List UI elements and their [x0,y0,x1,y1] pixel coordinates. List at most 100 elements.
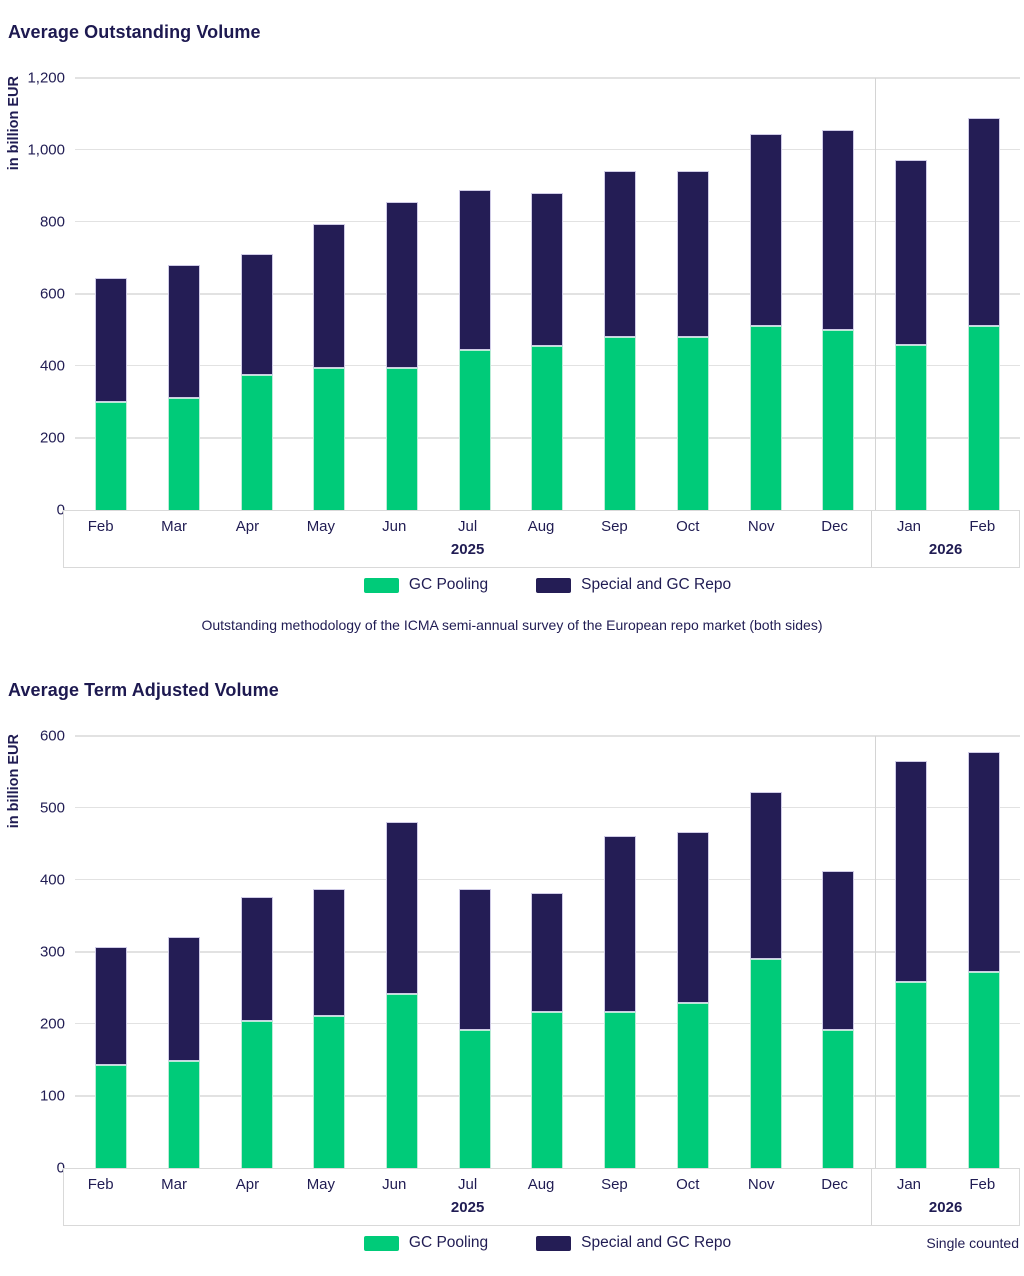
stacked-bar [749,78,782,510]
x-tick-label: Jul [458,517,478,535]
legend-label: GC Pooling [408,1234,489,1251]
stacked-bar [95,736,128,1168]
stacked-bar [386,736,419,1168]
month-row: Jan Feb [872,1169,1019,1199]
bar-segment-gc-pooling [531,1012,564,1168]
bar-segment-gc-pooling [749,959,782,1168]
bar-segment-gc-pooling [458,349,491,510]
bar-segment-special-and-gc-repo [531,193,564,346]
legend-item-special-and-gc-repo: Special and GC Repo [536,1234,731,1252]
bar-segment-gc-pooling [894,981,927,1168]
gridline [75,806,1020,809]
bar-segment-special-and-gc-repo [967,118,1000,327]
month-row: Feb Mar Apr May Jun Jul Aug Sep Oct Nov Dec [64,1169,871,1199]
bar-column-jan-11 [875,736,948,1168]
bar-column-apr-2 [220,736,293,1168]
x-tick-label: Jun [382,517,407,535]
x-tick-label: Apr [235,1175,260,1193]
y-tick-label: 300 [39,943,65,961]
bar-segment-gc-pooling [386,367,419,510]
legend-swatch [363,577,399,593]
y-axis-ticks: 600 500 400 300 200 100 0 [0,728,65,1177]
legend-swatch [536,1235,572,1251]
year-separator-line [874,736,876,1168]
bar-column-jun-4 [366,736,439,1168]
bar-segment-special-and-gc-repo [458,189,491,350]
bar-column-jun-4 [366,78,439,510]
chart-outstanding-volume: Average Outstanding Volume in billion EU… [6,22,1020,633]
bar-segment-special-and-gc-repo [386,202,419,368]
bar-segment-gc-pooling [967,326,1000,510]
bar-column-may-3 [293,78,366,510]
bar-segment-special-and-gc-repo [604,836,637,1012]
bar-column-jul-5 [438,78,511,510]
bar-segment-special-and-gc-repo [676,170,709,338]
bar-segment-gc-pooling [313,367,346,510]
bar-segment-special-and-gc-repo [749,792,782,960]
stacked-bar [95,78,128,510]
bar-segment-special-and-gc-repo [313,223,346,368]
stacked-bar [967,736,1000,1168]
legend: GC Pooling Special and GC Repo [75,1233,1020,1253]
bar-segment-gc-pooling [168,398,201,510]
x-tick-label: Jun [382,1175,407,1193]
bar-segment-special-and-gc-repo [95,946,128,1066]
bar-segment-gc-pooling [676,337,709,510]
bar-segment-special-and-gc-repo [386,822,419,995]
bar-segment-special-and-gc-repo [967,751,1000,973]
bar-segment-special-and-gc-repo [894,761,927,982]
legend-label: GC Pooling [408,576,489,593]
stacked-bar [676,78,709,510]
month-row: Jan Feb [872,511,1019,541]
bar-column-jul-5 [438,736,511,1168]
bar-segment-gc-pooling [822,330,855,510]
bar-column-oct-8 [657,78,730,510]
bar-segment-special-and-gc-repo [240,254,273,375]
month-row: Feb Mar Apr May Jun Jul Aug Sep Oct Nov Dec [64,511,871,541]
bar-segment-gc-pooling [168,1060,201,1168]
bar-column-dec-10 [802,78,875,510]
bar-column-dec-10 [802,736,875,1168]
y-tick-label: 1,200 [27,69,65,87]
stacked-bar [894,78,927,510]
y-tick-label: 200 [39,1015,65,1033]
x-tick-label: Feb [87,517,114,535]
bar-segment-special-and-gc-repo [676,831,709,1004]
stacked-bar [531,78,564,510]
gridline [75,148,1020,151]
gridline [75,77,1020,79]
stacked-bar [894,736,927,1168]
year-label: 2025 [450,1199,485,1216]
bar-column-sep-7 [584,736,657,1168]
stacked-bar [458,736,491,1168]
bar-columns [75,78,1020,510]
legend-label: Special and GC Repo [581,1234,732,1251]
bar-segment-special-and-gc-repo [822,130,855,330]
bar-segment-gc-pooling [967,972,1000,1168]
bar-segment-gc-pooling [458,1029,491,1168]
stacked-bar [240,78,273,510]
y-tick-label: 600 [39,285,65,303]
plot-area [75,735,1020,1168]
bar-segment-gc-pooling [95,1065,128,1168]
chart-title: Average Outstanding Volume [8,22,261,42]
gridline [75,735,1020,737]
chart-title: Average Term Adjusted Volume [8,680,279,700]
bar-segment-special-and-gc-repo [531,892,564,1013]
x-tick-label: Mar [161,1175,187,1193]
x-axis-band: Feb Mar Apr May Jun Jul Aug Sep Oct Nov Dec 2025 Jan… [63,510,1020,568]
bar-segment-gc-pooling [894,345,927,510]
y-tick-label: 400 [39,357,65,375]
x-tick-label: Feb [969,517,996,535]
stacked-bar [822,78,855,510]
bar-columns [75,736,1020,1168]
bar-column-feb-0 [75,78,148,510]
x-tick-label: Nov [747,1175,775,1193]
stacked-bar [458,78,491,510]
x-tick-label: Jul [458,1175,478,1193]
bar-column-feb-12 [947,736,1020,1168]
y-tick-label: 200 [39,429,65,447]
x-tick-label: Nov [747,517,775,535]
bar-segment-special-and-gc-repo [458,888,491,1030]
bar-column-may-3 [293,736,366,1168]
